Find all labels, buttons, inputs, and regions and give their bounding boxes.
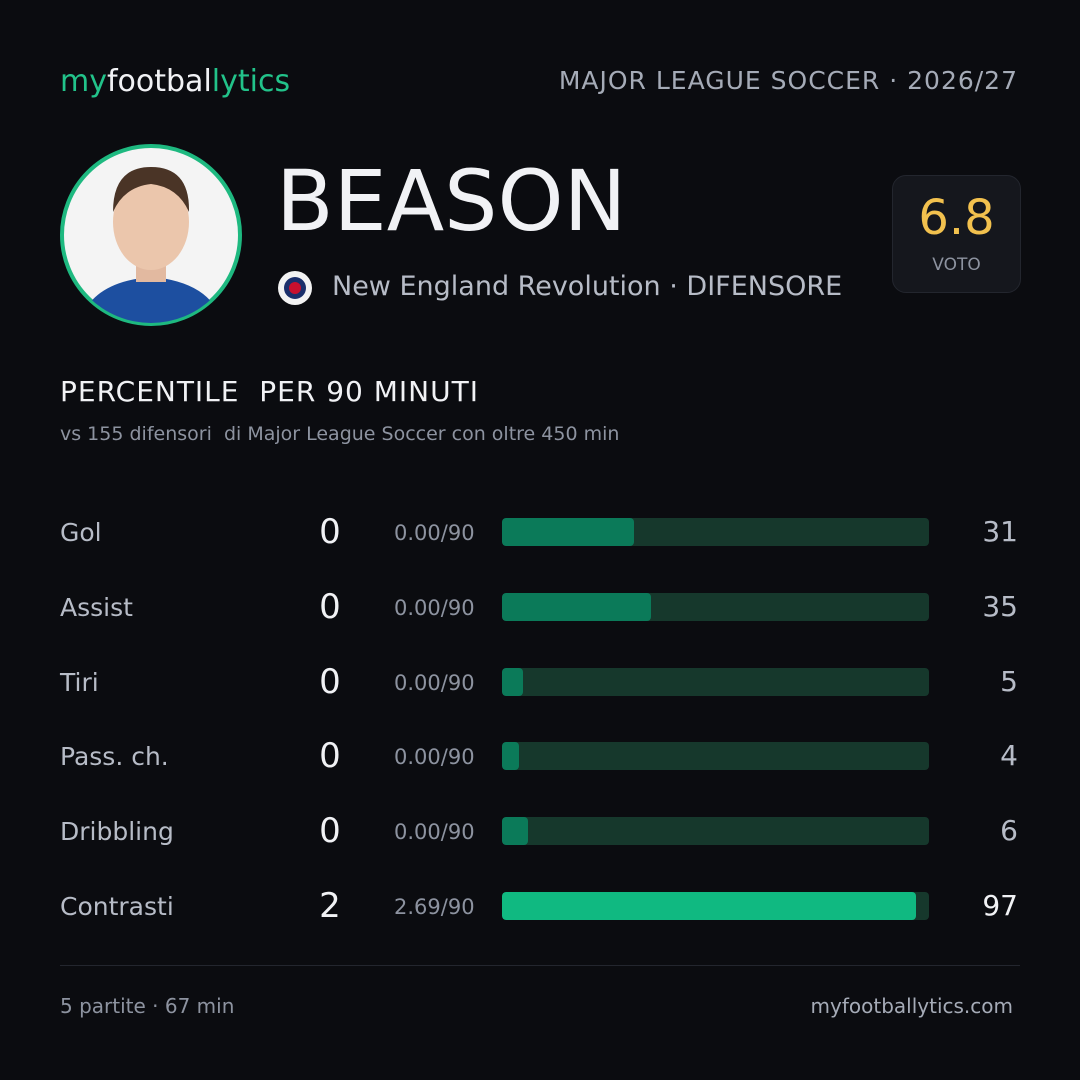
stat-per90: 0.00/90 xyxy=(394,820,475,845)
stat-per90: 2.69/90 xyxy=(394,895,475,919)
percentile-bar xyxy=(502,892,917,920)
stat-label: Pass. ch. xyxy=(60,742,169,772)
percentile-label: 5 xyxy=(1000,664,1018,698)
percentile-label: 35 xyxy=(982,589,1018,623)
bar-track xyxy=(502,592,929,621)
stat-label: Gol xyxy=(60,518,102,547)
percentile-label: 97 xyxy=(982,889,1018,922)
logo-part: my xyxy=(60,64,107,99)
team: New England Revolution · DIFENSORE xyxy=(332,271,842,302)
bar-track xyxy=(502,742,929,771)
percentile-bar xyxy=(502,742,520,771)
stat-row: Dribbling 0 0.00/90 6 xyxy=(0,811,1080,851)
footer-stats: 5 partite · 67 min xyxy=(60,994,235,1018)
percentile-label: 6 xyxy=(1000,814,1018,848)
stat-per90: 0.00/90 xyxy=(394,670,475,695)
stat-value: 0 xyxy=(319,512,341,552)
team-name: New England Revolution xyxy=(332,271,661,302)
percentile-bar xyxy=(502,518,635,546)
league: MAJOR LEAGUE SOCCER · 2026/27 xyxy=(558,66,1018,95)
percentile-label: 31 xyxy=(982,515,1018,548)
stat-row: Pass. ch. 0 0.00/90 4 xyxy=(0,736,1080,776)
player-photo xyxy=(60,144,242,326)
stat-value: 0 xyxy=(319,661,341,702)
footer-site: myfootballytics.com xyxy=(810,994,1013,1018)
stat-value: 0 xyxy=(319,811,341,852)
bar-track xyxy=(502,667,929,696)
logo-part: lytics xyxy=(211,64,291,99)
percentile-bar xyxy=(502,817,528,846)
stat-row: Tiri 0 0.00/90 5 xyxy=(0,662,1080,702)
section-subtitle: vs 155 difensori di Major League Soccer … xyxy=(60,423,620,445)
stat-per90: 0.00/90 xyxy=(394,595,475,620)
bar-track xyxy=(502,817,929,846)
rating-box: 6.8 VOTO xyxy=(892,175,1021,293)
percentile-label: 4 xyxy=(1000,739,1018,773)
section-title: PERCENTILE PER 90 MINUTI xyxy=(60,375,479,408)
bar-track xyxy=(502,518,929,546)
stat-per90: 0.00/90 xyxy=(394,521,475,545)
percentile-bar xyxy=(502,592,652,621)
stat-label: Dribbling xyxy=(60,817,174,847)
role: · DIFENSORE xyxy=(669,271,843,302)
stat-label: Tiri xyxy=(60,667,99,697)
logo: myfootballytics xyxy=(60,64,290,99)
stat-value: 0 xyxy=(319,736,341,777)
stat-row: Contrasti 2 2.69/90 97 xyxy=(0,886,1080,926)
stat-row: Gol 0 0.00/90 31 xyxy=(0,512,1080,552)
percentile-bar xyxy=(502,667,524,696)
logo-part: footbal xyxy=(106,64,212,99)
bar-track xyxy=(502,892,929,920)
stat-label: Contrasti xyxy=(60,892,174,921)
stat-per90: 0.00/90 xyxy=(394,745,475,770)
player-name: BEASON xyxy=(276,152,627,250)
team-badge xyxy=(278,271,312,305)
rating-value: 6.8 xyxy=(918,190,995,246)
stat-value: 0 xyxy=(319,586,341,627)
divider xyxy=(60,965,1020,966)
stat-label: Assist xyxy=(60,592,133,622)
stat-row: Assist 0 0.00/90 35 xyxy=(0,587,1080,627)
stat-value: 2 xyxy=(319,886,341,926)
rating-label: VOTO xyxy=(932,255,981,275)
